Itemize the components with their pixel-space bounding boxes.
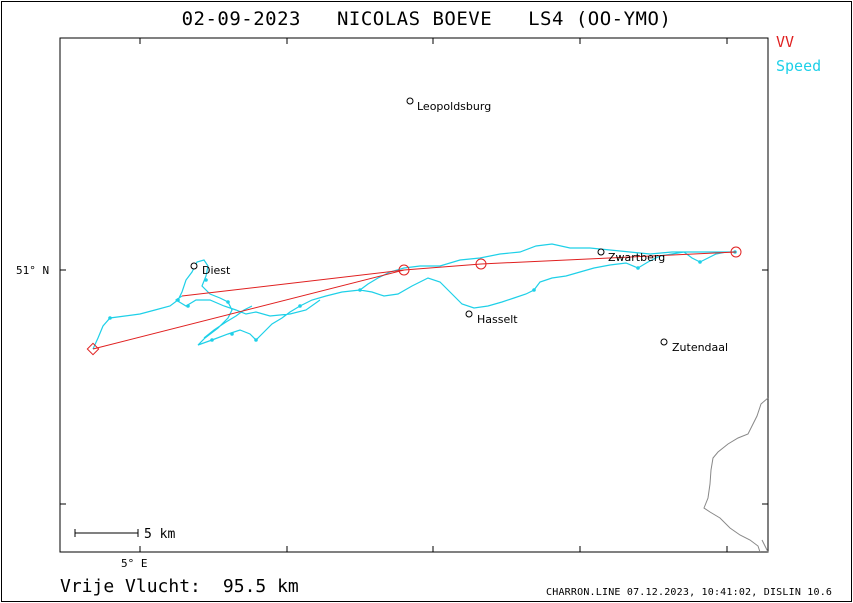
latitude-label: 51° N [16,264,49,277]
pilot-name: NICOLAS BOEVE [336,8,493,30]
town-hasselt: Hasselt [465,310,518,326]
axis-ticks [60,38,768,552]
town-label: Zutendaal [672,341,728,354]
scale-bar-label: 5 km [144,527,175,542]
town-marker [597,248,605,256]
page-title: 02-09-2023 NICOLAS BOEVE LS4 (OO-YMO) [0,8,853,30]
longitude-label: 5° E [121,557,148,570]
town-label: Zwartberg [608,251,665,264]
town-diest: Diest [190,262,231,277]
country-border [703,397,769,553]
start-marker [86,342,100,356]
glider-name: LS4 (OO-YMO) [528,8,672,30]
flight-track [92,243,735,350]
free-flight-value: 95.5 km [222,576,299,597]
town-marker [660,338,668,346]
turnpoint-2 [475,258,487,270]
town-marker [190,262,198,270]
town-label: Hasselt [477,313,518,326]
town-marker [465,310,473,318]
credit-line: CHARRON.LINE 07.12.2023, 10:41:02, DISLI… [546,587,833,598]
scale-bar: 5 km [74,527,175,542]
town-marker [406,97,414,105]
town-label: Diest [202,264,231,277]
legend-vv: VV [776,33,795,51]
vv-route [86,246,742,356]
plot-frame [59,37,769,553]
legend-speed: Speed [776,57,822,75]
town-zwartberg: Zwartberg [597,248,665,264]
free-flight-label: Vrije Vlucht: [60,576,201,597]
track-points [108,250,737,342]
turnpoint-1 [398,264,410,276]
flight-date: 02-09-2023 [181,8,301,30]
town-leopoldsburg: Leopoldsburg [406,97,491,113]
town-zutendaal: Zutendaal [660,338,728,354]
town-label: Leopoldsburg [417,100,491,113]
free-flight-distance: Vrije Vlucht: 95.5 km [60,576,299,597]
turnpoint-3 [730,246,742,258]
